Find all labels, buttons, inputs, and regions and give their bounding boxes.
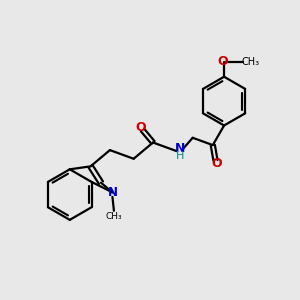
Text: N: N bbox=[108, 186, 118, 199]
Text: N: N bbox=[175, 142, 185, 155]
Text: O: O bbox=[212, 157, 222, 170]
Text: CH₃: CH₃ bbox=[242, 58, 260, 68]
Text: O: O bbox=[217, 55, 228, 68]
Text: H: H bbox=[176, 151, 184, 160]
Text: CH₃: CH₃ bbox=[106, 212, 122, 220]
Text: O: O bbox=[136, 121, 146, 134]
